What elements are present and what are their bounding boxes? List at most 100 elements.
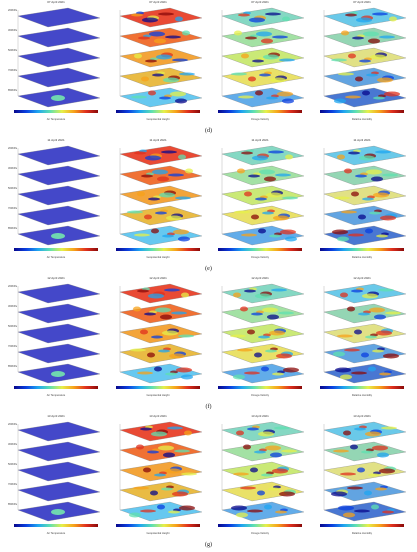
level-surface-700hPa	[17, 205, 101, 226]
panel-date-title: 11 April 2021	[353, 138, 371, 142]
field-blob	[178, 334, 194, 338]
panel-date-title: 12 April 2021	[251, 276, 269, 280]
field-blob	[363, 31, 379, 37]
pressure-level-label: 300hPa	[8, 443, 17, 446]
field-blob	[241, 233, 257, 237]
field-blob	[165, 35, 181, 39]
field-blob	[268, 487, 280, 491]
field-blob	[261, 366, 269, 372]
field-blob	[341, 30, 349, 36]
level-surface-500hPa	[119, 461, 203, 482]
field-blob	[261, 473, 273, 477]
field-blob	[354, 427, 366, 431]
field-blob	[362, 197, 374, 201]
field-blob	[365, 431, 381, 437]
field-blob	[167, 426, 183, 430]
field-blob	[247, 427, 259, 431]
field-blob	[334, 196, 350, 200]
field-blob	[254, 352, 262, 358]
colorbar	[116, 110, 200, 113]
level-surface-300hPa	[17, 441, 101, 462]
pressure-level-label: 300hPa	[8, 305, 17, 308]
field-blob	[359, 59, 371, 63]
pressure-level-label: 200hPa	[8, 285, 17, 288]
level-surface-500hPa	[17, 47, 101, 68]
level-surface-200hPa	[221, 421, 305, 442]
stacked-pressure-levels	[116, 7, 203, 113]
field-blob	[279, 58, 295, 62]
panel-temp: 13 April 2021 200hPa 300hPa 500hPa 700hPa 850…	[8, 414, 104, 535]
panel-temp: 11 April 2021 200hPa 300hPa 500hPa 700hPa 850…	[8, 138, 104, 259]
level-surface-200hPa	[323, 421, 407, 442]
field-blob	[157, 504, 165, 510]
field-blob	[175, 196, 191, 200]
field-blob	[379, 35, 395, 39]
field-blob	[252, 155, 268, 161]
field-blob	[340, 292, 348, 298]
field-blob	[163, 77, 179, 83]
field-blob	[256, 31, 272, 37]
field-blob	[51, 95, 65, 101]
field-blob	[259, 169, 275, 175]
field-blob	[157, 176, 169, 182]
field-blob	[51, 371, 65, 377]
field-blob	[155, 211, 167, 215]
panel-date-title: 13 April 2021	[149, 414, 167, 418]
field-blob	[351, 289, 363, 293]
field-blob	[129, 512, 141, 518]
field-blob	[165, 372, 177, 376]
pressure-level-label: 300hPa	[8, 167, 17, 170]
level-surface-500hPa	[119, 323, 203, 344]
field-blob	[371, 176, 383, 182]
panel-date-title: 13 April 2021	[251, 414, 269, 418]
level-surface-700hPa	[17, 481, 101, 502]
field-blob	[247, 509, 263, 513]
field-blob	[355, 76, 363, 82]
field-blob	[372, 349, 384, 353]
level-surface-300hPa	[119, 303, 203, 324]
field-blob	[269, 234, 281, 238]
colorbar	[14, 110, 98, 113]
field-blob	[368, 366, 376, 372]
field-blob	[338, 72, 354, 76]
field-blob	[159, 192, 175, 198]
field-blob	[178, 154, 186, 160]
field-blob	[248, 174, 260, 178]
field-blob	[282, 16, 290, 22]
field-blob	[172, 491, 188, 497]
level-surface-300hPa	[221, 165, 305, 186]
level-surface-850hPa	[119, 225, 203, 246]
field-blob	[348, 233, 364, 237]
field-blob	[351, 191, 359, 197]
field-blob	[133, 486, 149, 490]
panel-rh: 11 April 2021 Relative Humidity	[314, 138, 410, 259]
colorbar-label: Omega Velocity	[250, 118, 270, 121]
field-blob	[271, 288, 287, 292]
stacked-pressure-levels	[218, 421, 305, 527]
field-blob	[282, 98, 294, 104]
field-blob	[369, 307, 385, 313]
field-blob	[236, 430, 244, 436]
colorbar	[116, 386, 200, 389]
subfigure-label: (e)	[205, 266, 212, 272]
field-blob	[140, 509, 156, 513]
field-blob	[178, 236, 190, 242]
colorbar-label: Omega Velocity	[250, 394, 270, 397]
field-blob	[331, 491, 347, 497]
field-blob	[348, 53, 356, 59]
field-blob	[142, 17, 158, 23]
field-blob	[161, 487, 173, 491]
field-blob	[179, 505, 195, 511]
panel-date-title: 11 April 2021	[251, 138, 269, 142]
level-surface-700hPa	[221, 67, 305, 88]
field-blob	[347, 486, 363, 490]
field-blob	[237, 168, 245, 174]
field-blob	[341, 210, 357, 214]
figure-row-e: 11 April 2021 200hPa 300hPa 500hPa 700hPa 850…	[0, 138, 417, 276]
field-blob	[250, 467, 258, 473]
field-blob	[137, 191, 145, 197]
field-blob	[252, 59, 264, 63]
field-blob	[51, 233, 65, 239]
level-surface-850hPa	[221, 501, 305, 522]
field-blob	[281, 449, 297, 453]
